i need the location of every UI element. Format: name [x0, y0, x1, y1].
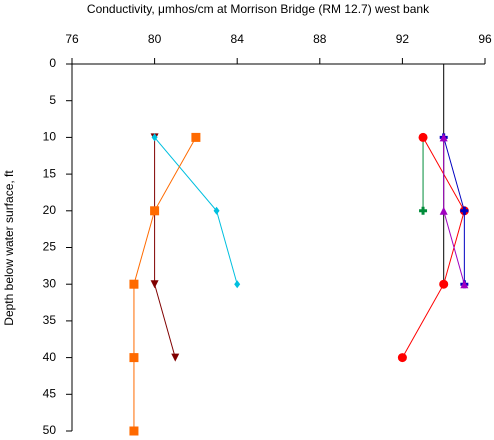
- marker: [129, 426, 139, 436]
- marker: [213, 206, 220, 215]
- marker: [129, 279, 139, 289]
- marker: [191, 132, 201, 142]
- marker: [418, 132, 428, 142]
- marker: [439, 206, 448, 215]
- x-tick-label: 92: [396, 32, 410, 46]
- marker: [150, 206, 160, 216]
- marker: [460, 206, 469, 215]
- marker: [171, 353, 180, 362]
- marker: [460, 280, 469, 289]
- y-tick-label: 35: [43, 313, 57, 327]
- y-tick-label: 10: [43, 130, 57, 144]
- y-tick-label: 45: [43, 386, 57, 400]
- y-tick-label: 50: [43, 423, 57, 437]
- x-tick-label: 84: [231, 32, 245, 46]
- y-tick-label: 20: [43, 203, 57, 217]
- marker: [439, 279, 449, 289]
- x-tick-label: 88: [313, 32, 327, 46]
- y-axis-title: Depth below water surface, ft: [2, 170, 16, 326]
- series-line: [133, 137, 197, 431]
- x-tick-label: 96: [478, 32, 492, 46]
- y-tick-label: 15: [43, 166, 57, 180]
- y-tick-label: 30: [43, 276, 57, 290]
- y-tick-label: 5: [49, 93, 56, 107]
- marker: [151, 133, 158, 142]
- marker: [397, 353, 407, 363]
- x-tick-label: 80: [148, 32, 162, 46]
- series-line: [401, 137, 465, 358]
- y-tick-label: 25: [43, 240, 57, 254]
- y-tick-label: 40: [43, 350, 57, 364]
- chart-title: Conductivity, μmhos/cm at Morrison Bridg…: [87, 2, 430, 16]
- marker: [129, 353, 139, 363]
- y-tick-label: 0: [49, 56, 56, 70]
- marker: [439, 133, 448, 142]
- series-line: [154, 137, 238, 285]
- marker: [234, 280, 241, 289]
- x-tick-label: 76: [65, 32, 79, 46]
- marker: [150, 280, 159, 289]
- marker: [419, 206, 428, 215]
- series-line: [154, 137, 176, 358]
